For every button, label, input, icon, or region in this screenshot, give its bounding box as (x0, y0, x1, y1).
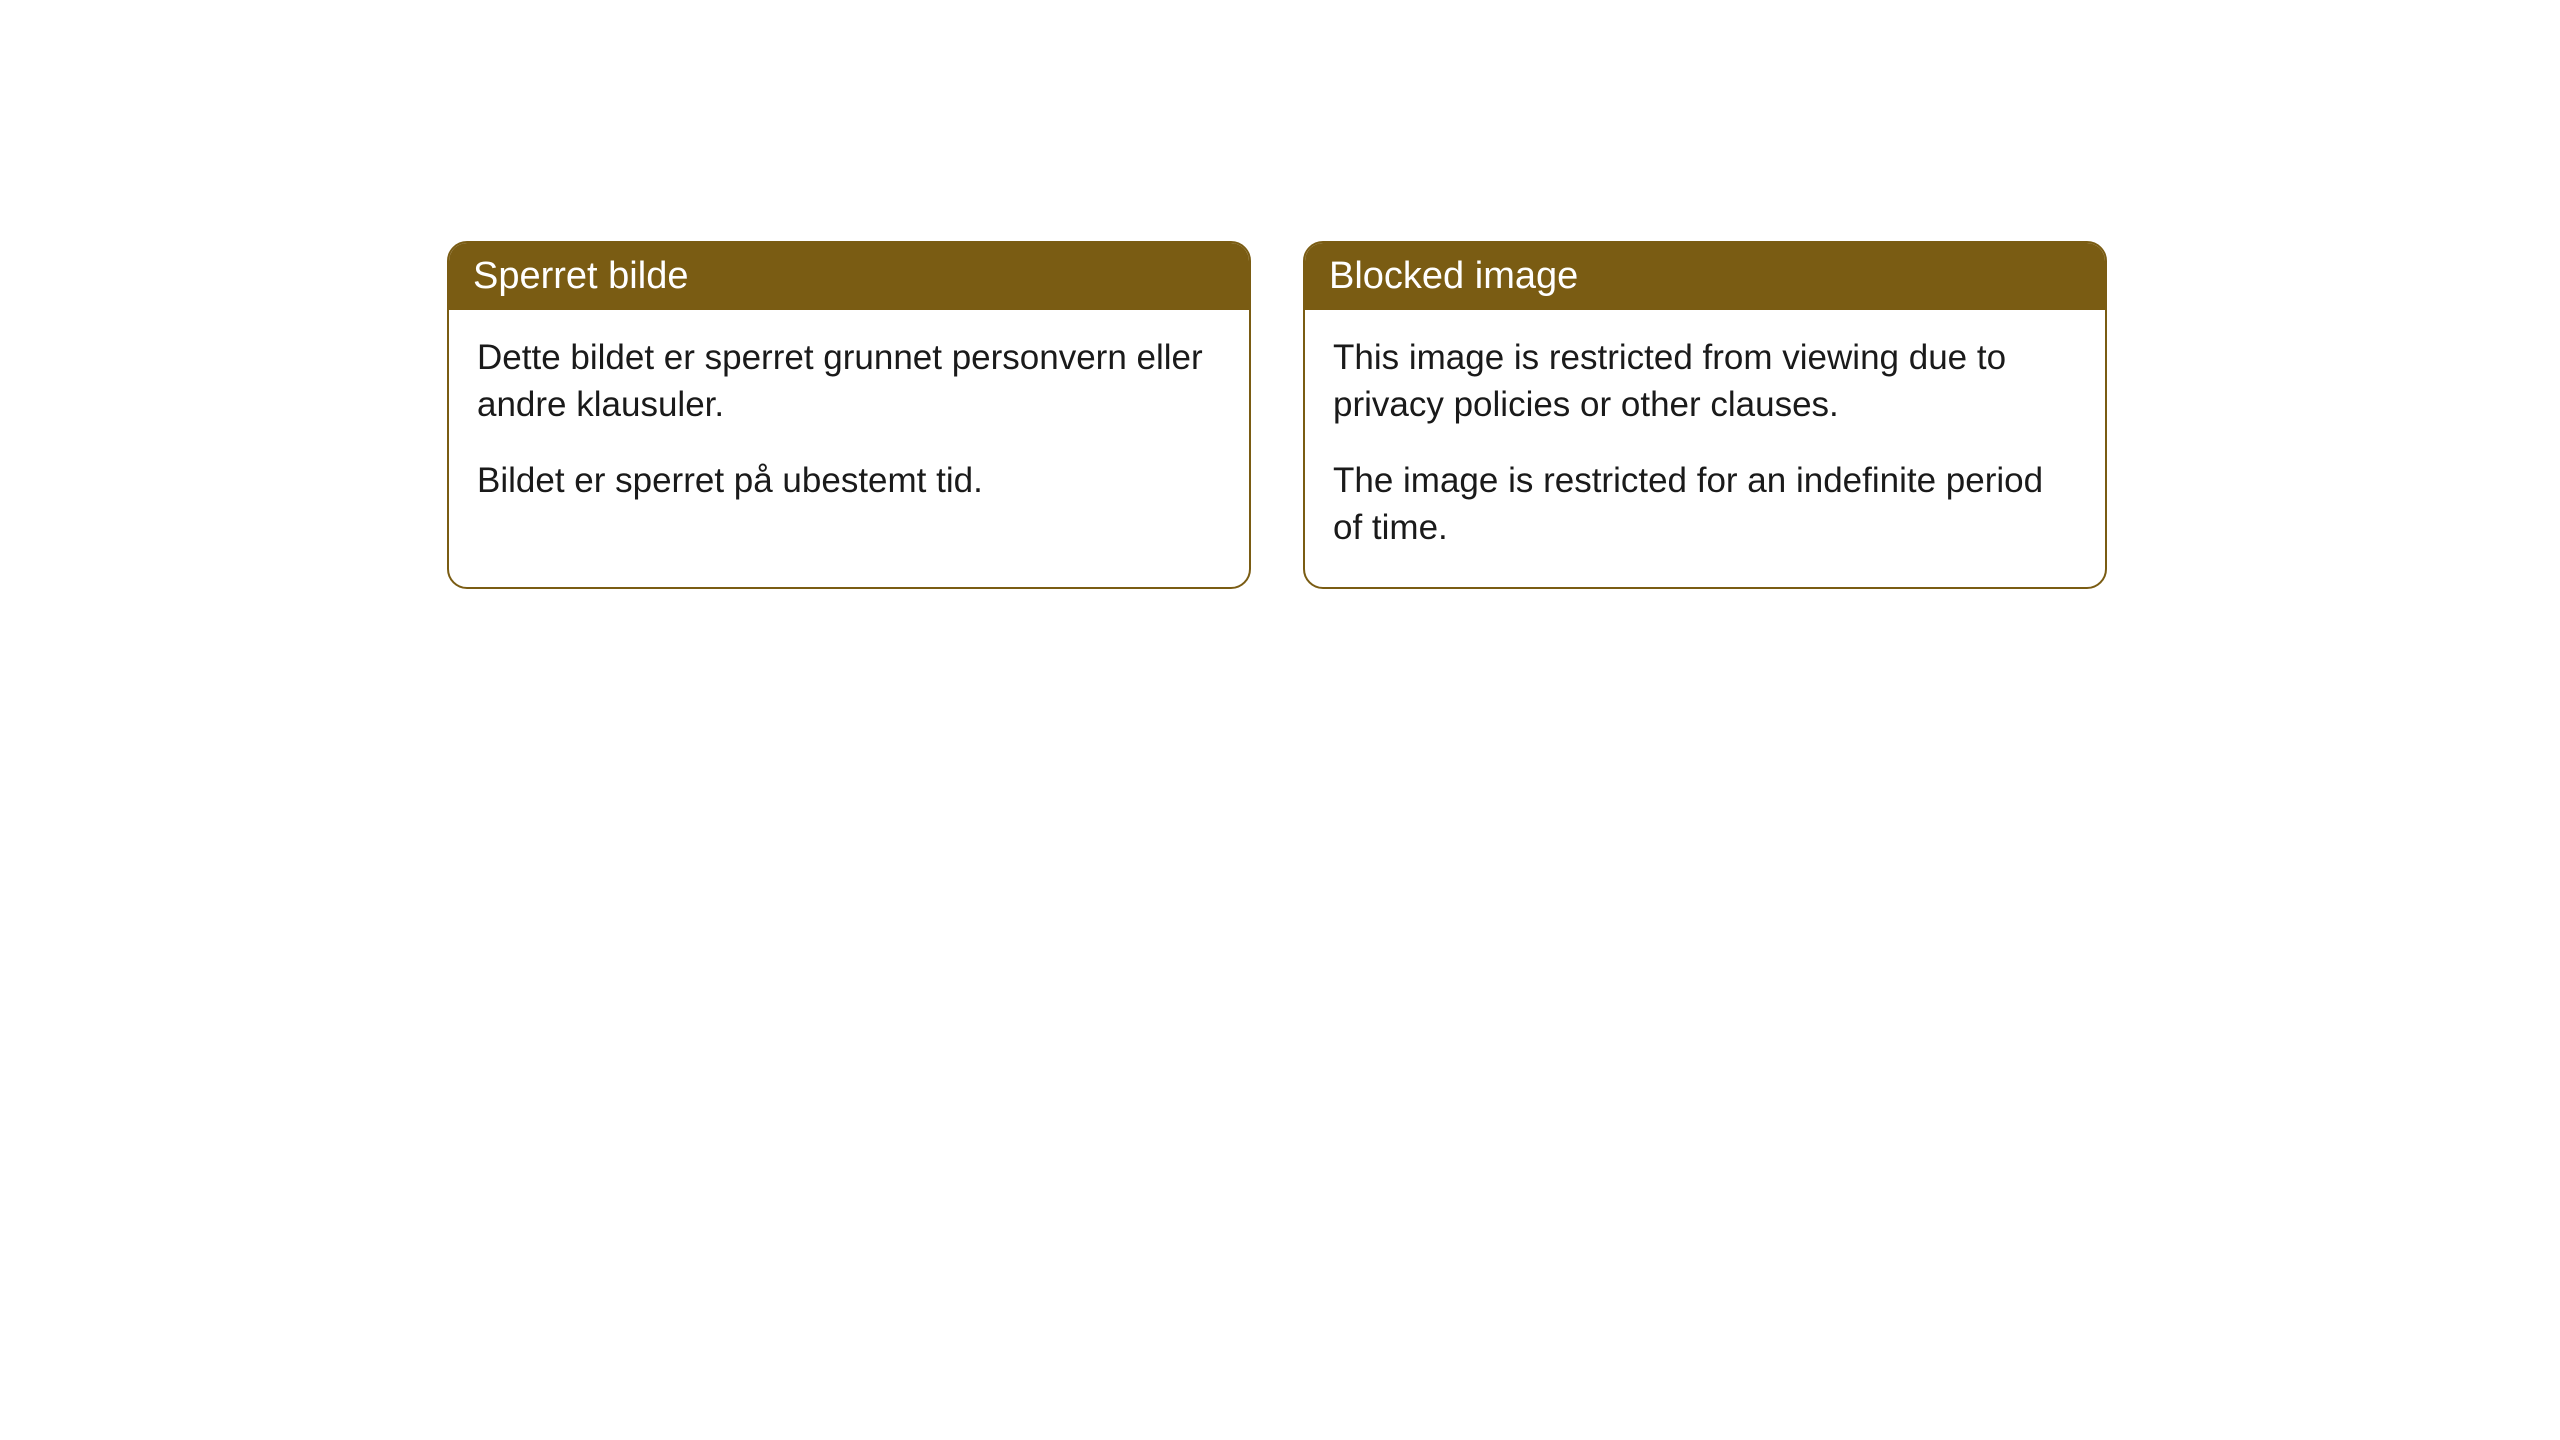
card-body-norwegian: Dette bildet er sperret grunnet personve… (449, 310, 1249, 540)
notice-card-english: Blocked image This image is restricted f… (1303, 241, 2107, 589)
card-body-english: This image is restricted from viewing du… (1305, 310, 2105, 587)
card-paragraph-1-english: This image is restricted from viewing du… (1333, 334, 2077, 429)
card-paragraph-2-norwegian: Bildet er sperret på ubestemt tid. (477, 457, 1221, 504)
card-paragraph-2-english: The image is restricted for an indefinit… (1333, 457, 2077, 552)
card-paragraph-1-norwegian: Dette bildet er sperret grunnet personve… (477, 334, 1221, 429)
notice-card-norwegian: Sperret bilde Dette bildet er sperret gr… (447, 241, 1251, 589)
card-title-english: Blocked image (1329, 255, 1578, 297)
card-title-norwegian: Sperret bilde (473, 255, 688, 297)
card-header-english: Blocked image (1305, 243, 2105, 310)
notice-cards-container: Sperret bilde Dette bildet er sperret gr… (0, 0, 2560, 589)
card-header-norwegian: Sperret bilde (449, 243, 1249, 310)
